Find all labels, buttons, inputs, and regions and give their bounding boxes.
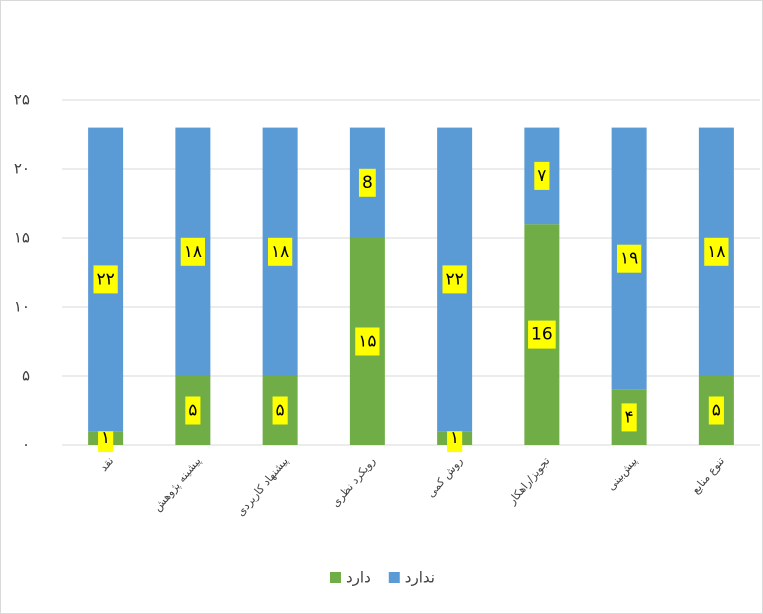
y-tick-label: ۲۰ [14,160,30,178]
value-label: ۱۸ [184,242,202,262]
y-tick-label: ۱۰ [14,298,30,316]
value-label: ۱۵ [358,332,376,352]
y-tick-label: ۵ [22,367,30,385]
value-label: ۵ [276,401,285,421]
value-label: ۲۲ [445,269,463,289]
value-label: ۲۲ [96,269,114,289]
value-label: ۱۸ [707,242,725,262]
legend-swatch [330,572,341,583]
value-label: ۵ [188,401,197,421]
value-label: ۷ [537,166,546,186]
value-label: ۱۸ [271,242,289,262]
y-tick-label: ۲۵ [14,91,30,109]
legend-swatch [389,572,400,583]
value-label: 8 [362,173,373,193]
chart: ۰۵۱۰۱۵۲۰۲۵۱۲۲نقد۵۱۸پیشینه پژوهش۵۱۸پیشنها… [0,0,763,614]
y-tick-label: ۱۵ [14,229,30,247]
value-label: 16 [531,325,553,345]
value-label: ۱۹ [620,249,638,269]
value-label: ۴ [625,407,634,427]
legend-label: دارد [346,569,371,587]
y-tick-label: ۰ [22,436,30,454]
value-label: ۵ [712,401,721,421]
legend-label: ندارد [405,569,435,587]
